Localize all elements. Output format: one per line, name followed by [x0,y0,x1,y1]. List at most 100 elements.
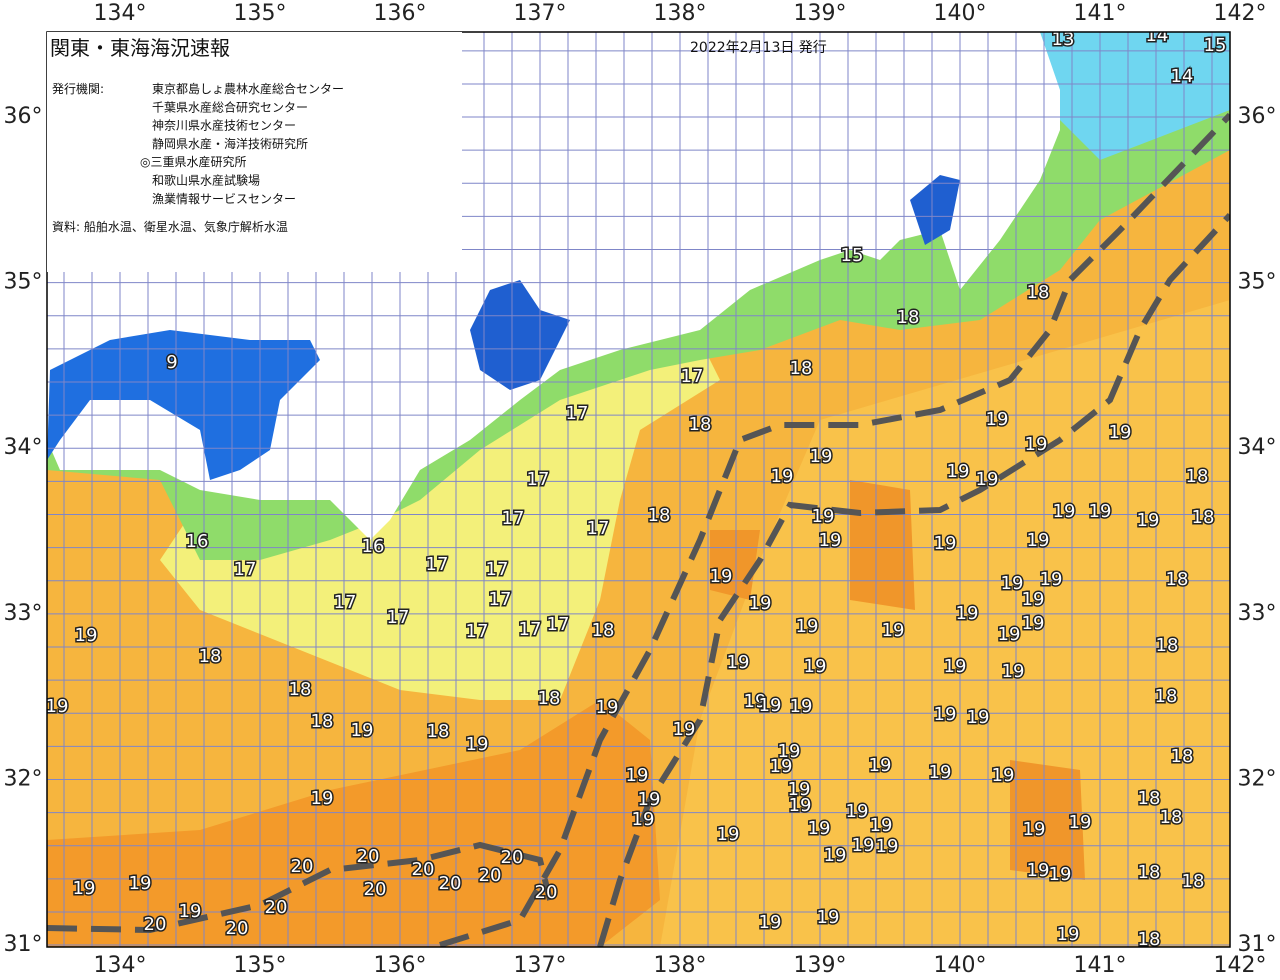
lon-label: 139° [794,1,847,26]
agency-name: 静岡県水産・海洋技術研究所 [152,136,308,151]
temperature-label: 9 [166,352,177,373]
lon-label: 134° [94,953,147,978]
temperature-label: 19 [1040,569,1063,590]
temperature-label: 19 [846,801,869,822]
temperature-label: 19 [810,446,833,467]
temperature-label: 19 [788,779,811,800]
temperature-label: 18 [289,679,312,700]
temperature-label: 19 [976,469,999,490]
temperature-label: 19 [1069,812,1092,833]
lon-label: 135° [234,953,287,978]
lon-label: 141° [1074,953,1127,978]
lat-label: 34° [4,435,43,460]
temperature-label: 19 [1022,613,1045,634]
lat-label: 33° [1238,601,1277,626]
lat-label: 36° [4,104,43,129]
temperature-label: 18 [790,358,813,379]
temperature-label: 17 [334,592,357,613]
lon-label: 140° [934,953,987,978]
lon-label: 140° [934,1,987,26]
temperature-label: 19 [944,656,967,677]
lon-label: 137° [514,953,567,978]
bay [910,175,960,245]
lon-label: 139° [794,953,847,978]
temperature-label: 19 [638,789,661,810]
temperature-label: 19 [673,719,696,740]
temperature-label: 19 [808,818,831,839]
temperature-label: 19 [869,755,892,776]
temperature-label: 19 [73,878,96,899]
temperature-label: 16 [186,531,209,552]
agency-name: 和歌山県水産試験場 [152,173,260,188]
temperature-label: 20 [265,897,288,918]
temperature-label: 18 [689,414,712,435]
temperature-label: 17 [489,589,512,610]
temperature-label: 19 [129,873,152,894]
temperature-label: 19 [947,461,970,482]
temperature-label: 18 [1156,635,1179,656]
temperature-label: 19 [852,835,875,856]
temperature-label: 19 [1053,501,1076,522]
temperature-label: 19 [770,756,793,777]
temperature-label: 17 [466,621,489,642]
temperature-label: 18 [1182,871,1205,892]
temperature-label: 19 [759,912,782,933]
temperature-label: 19 [1049,864,1072,885]
temperature-label: 19 [1109,422,1132,443]
temperature-label: 19 [1089,501,1112,522]
lat-label: 31° [1238,932,1277,957]
warm-patch [710,480,1085,880]
temperature-label: 19 [929,762,952,783]
lon-label: 142° [1214,953,1267,978]
temperature-label: 20 [439,873,462,894]
temperature-label: 20 [535,882,558,903]
issue-date: 2022年2月13日 発行 [690,40,827,56]
temperature-label: 19 [998,624,1021,645]
agency-name: 千葉県水産総合研究センター [152,99,308,114]
lon-label: 141° [1074,1,1127,26]
cool-zone [160,340,720,700]
temperature-label: 19 [75,625,98,646]
temperature-label: 19 [311,788,334,809]
temperature-label: 15 [841,245,864,266]
frame [46,31,1231,948]
lon-label: 137° [514,1,567,26]
temperature-label: 19 [759,695,782,716]
temperature-label: 19 [790,696,813,717]
lat-label: 36° [1238,104,1277,129]
temperature-label: 18 [1138,788,1161,809]
temperature-label: 19 [466,734,489,755]
warm-core [47,700,660,947]
temperature-label: 19 [771,466,794,487]
lon-label: 134° [94,1,147,26]
temperature-label: 19 [1027,530,1050,551]
temperature-label: 18 [1166,569,1189,590]
agency-list: 東京都島しょ農林水産総合センター千葉県水産総合研究センター神奈川県水産技術センタ… [140,81,344,206]
warm-zone [660,300,1230,947]
temperature-label: 19 [1025,434,1048,455]
agency-name: ◎三重県水産研究所 [140,154,246,169]
temperature-label: 18 [1160,807,1183,828]
lat-label: 35° [4,270,43,295]
temperature-label: 19 [789,795,812,816]
temperature-label: 19 [351,720,374,741]
temperature-label: 18 [1192,507,1215,528]
temperature-label: 19 [1057,924,1080,945]
lon-label: 142° [1214,1,1267,26]
lon-label: 136° [374,1,427,26]
temperature-label: 19 [710,566,733,587]
temperature-label: 13 [1052,29,1075,50]
info-box [47,32,462,272]
lat-label: 32° [4,766,43,791]
lat-label: 34° [1238,435,1277,460]
temperature-label: 19 [1001,573,1024,594]
temperature-label: 14 [1171,66,1194,87]
temperature-label: 20 [501,847,524,868]
temperature-label: 17 [387,607,410,628]
temperature-label: 19 [1002,661,1025,682]
temperature-label: 17 [486,559,509,580]
temperature-label: 19 [986,409,1009,430]
axis-labels: 134° 134° 135° 135° 136° 136° 137° 137° 138° 138°… [4,1,1277,978]
temperature-label: 19 [870,815,893,836]
temperature-label: 19 [882,620,905,641]
